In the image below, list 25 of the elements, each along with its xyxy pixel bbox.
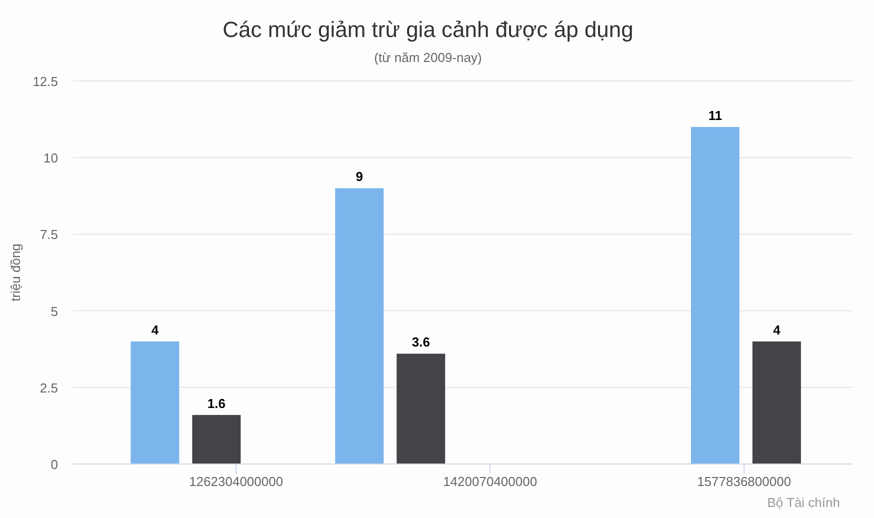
data-label: 4 (151, 322, 160, 338)
y-tick-label: 10 (44, 150, 58, 166)
y-tick-label: 0 (50, 457, 58, 472)
data-label: 4 (773, 322, 782, 338)
y-tick-label: 2.5 (40, 380, 58, 396)
bar (752, 341, 801, 464)
y-axis-title: triệu đồng (8, 244, 23, 302)
x-tick-label: 1577836800000 (697, 474, 792, 489)
data-label: 11 (708, 108, 722, 123)
bar (192, 414, 241, 464)
y-tick-label: 7.5 (40, 227, 58, 242)
x-tick-label: 1420070400000 (443, 474, 538, 489)
y-tick-label: 12.5 (32, 74, 58, 89)
bar (396, 354, 446, 464)
bar (690, 126, 740, 464)
data-label: 1.6 (207, 396, 226, 411)
chart-title: Các mức giảm trừ gia cảnh được áp dụng (222, 17, 634, 42)
text: Bộ Tài chính (767, 495, 840, 510)
chart-subtitle: (từ năm 2009-nay) (374, 50, 482, 65)
x-tick-label: 1262304000000 (189, 474, 284, 489)
data-label: 3.6 (412, 334, 430, 350)
bar (335, 188, 384, 464)
bar (130, 341, 180, 464)
data-label: 9 (356, 169, 364, 184)
y-tick-label: 5 (50, 304, 58, 319)
